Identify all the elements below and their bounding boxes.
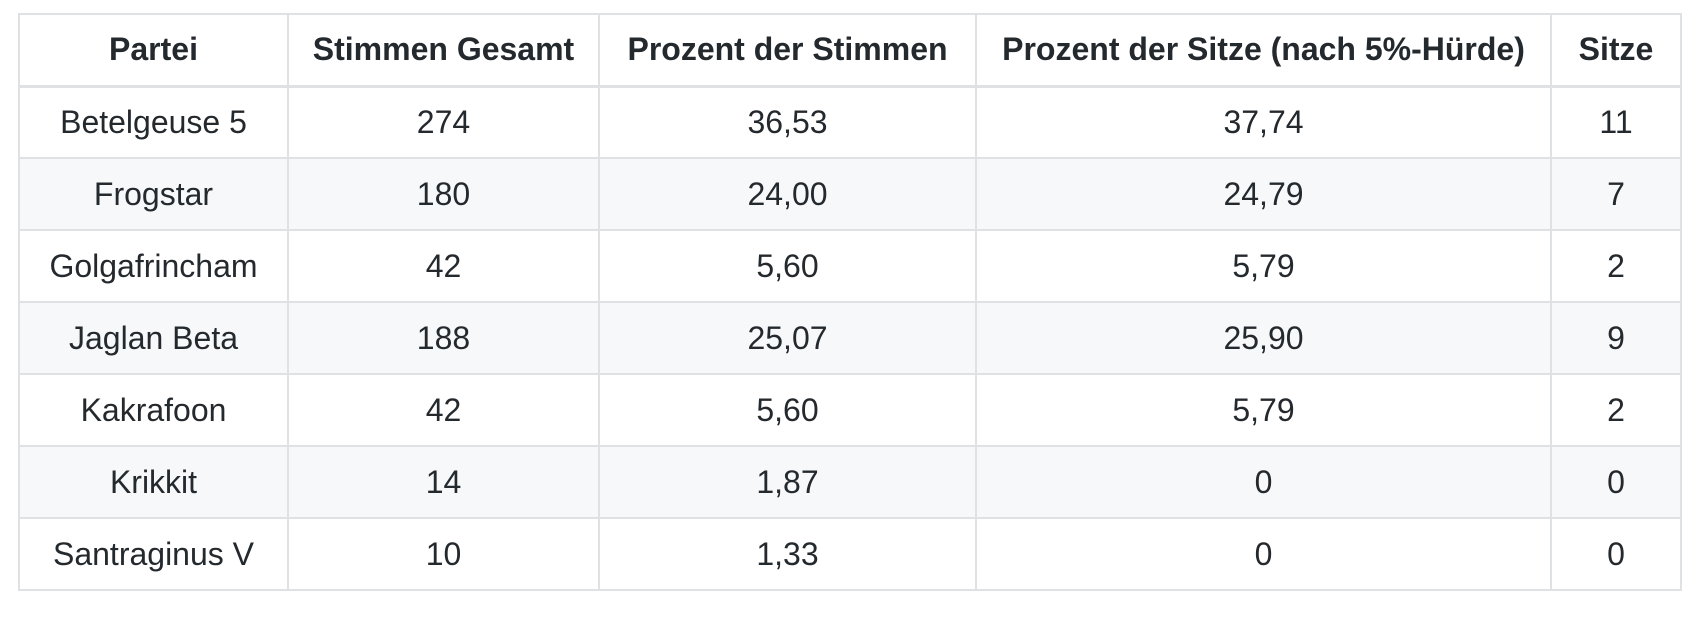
cell-stimmen-gesamt: 42 <box>287 229 600 303</box>
cell-stimmen-gesamt: 10 <box>287 517 600 591</box>
column-header-stimmen-gesamt: Stimmen Gesamt <box>287 13 600 88</box>
cell-prozent-stimmen: 5,60 <box>598 229 977 303</box>
cell-partei: Santraginus V <box>18 517 289 591</box>
cell-prozent-stimmen: 25,07 <box>598 301 977 375</box>
column-header-prozent-der-sitze: Prozent der Sitze (nach 5%-Hürde) <box>975 13 1552 88</box>
table-header-row: Partei Stimmen Gesamt Prozent der Stimme… <box>18 13 1682 88</box>
cell-prozent-sitze: 25,90 <box>975 301 1552 375</box>
column-header-partei: Partei <box>18 13 289 88</box>
page: Partei Stimmen Gesamt Prozent der Stimme… <box>18 13 1682 591</box>
cell-sitze: 2 <box>1550 373 1682 447</box>
cell-prozent-sitze: 5,79 <box>975 229 1552 303</box>
cell-sitze: 0 <box>1550 517 1682 591</box>
cell-sitze: 9 <box>1550 301 1682 375</box>
cell-sitze: 2 <box>1550 229 1682 303</box>
cell-stimmen-gesamt: 42 <box>287 373 600 447</box>
cell-prozent-stimmen: 24,00 <box>598 157 977 231</box>
table-row: Betelgeuse 5 274 36,53 37,74 11 <box>18 85 1682 159</box>
cell-prozent-sitze: 0 <box>975 445 1552 519</box>
cell-partei: Frogstar <box>18 157 289 231</box>
election-results-table: Partei Stimmen Gesamt Prozent der Stimme… <box>18 13 1682 591</box>
cell-sitze: 11 <box>1550 85 1682 159</box>
cell-stimmen-gesamt: 14 <box>287 445 600 519</box>
cell-sitze: 7 <box>1550 157 1682 231</box>
cell-stimmen-gesamt: 274 <box>287 85 600 159</box>
table-row: Jaglan Beta 188 25,07 25,90 9 <box>18 301 1682 375</box>
cell-partei: Betelgeuse 5 <box>18 85 289 159</box>
column-header-prozent-der-stimmen: Prozent der Stimmen <box>598 13 977 88</box>
cell-prozent-sitze: 24,79 <box>975 157 1552 231</box>
cell-partei: Krikkit <box>18 445 289 519</box>
table-row: Frogstar 180 24,00 24,79 7 <box>18 157 1682 231</box>
table-row: Santraginus V 10 1,33 0 0 <box>18 517 1682 591</box>
table-row: Krikkit 14 1,87 0 0 <box>18 445 1682 519</box>
cell-stimmen-gesamt: 180 <box>287 157 600 231</box>
cell-prozent-sitze: 37,74 <box>975 85 1552 159</box>
cell-prozent-sitze: 0 <box>975 517 1552 591</box>
column-header-sitze: Sitze <box>1550 13 1682 88</box>
cell-prozent-stimmen: 36,53 <box>598 85 977 159</box>
cell-partei: Jaglan Beta <box>18 301 289 375</box>
cell-prozent-stimmen: 1,87 <box>598 445 977 519</box>
table-row: Kakrafoon 42 5,60 5,79 2 <box>18 373 1682 447</box>
cell-partei: Kakrafoon <box>18 373 289 447</box>
cell-sitze: 0 <box>1550 445 1682 519</box>
cell-partei: Golgafrincham <box>18 229 289 303</box>
cell-stimmen-gesamt: 188 <box>287 301 600 375</box>
table-row: Golgafrincham 42 5,60 5,79 2 <box>18 229 1682 303</box>
cell-prozent-stimmen: 5,60 <box>598 373 977 447</box>
cell-prozent-stimmen: 1,33 <box>598 517 977 591</box>
cell-prozent-sitze: 5,79 <box>975 373 1552 447</box>
